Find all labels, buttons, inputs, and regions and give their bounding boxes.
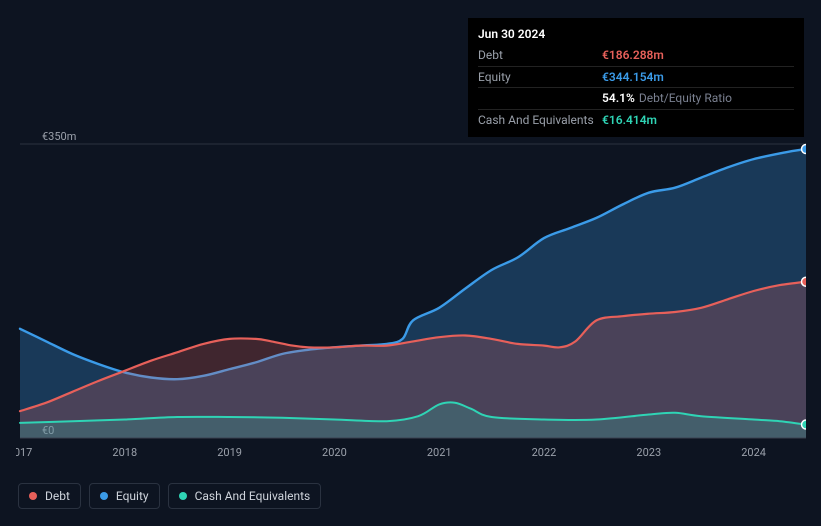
xtick-label: 2022	[532, 446, 557, 459]
legend-dot-debt	[29, 492, 37, 500]
tooltip-cash-label: Cash And Equivalents	[478, 112, 602, 129]
tooltip-date: Jun 30 2024	[478, 26, 545, 43]
tooltip-debt-label: Debt	[478, 47, 602, 64]
svg-text:€350m: €350m	[42, 130, 76, 143]
xtick-label: 2021	[427, 446, 452, 459]
legend-item-debt[interactable]: Debt	[18, 483, 81, 509]
xtick-label: 2017	[16, 446, 32, 459]
legend-label-equity: Equity	[116, 489, 149, 503]
legend-item-cash[interactable]: Cash And Equivalents	[168, 483, 322, 509]
tooltip-ratio-value: 54.1%Debt/Equity Ratio	[602, 90, 732, 107]
chart-svg: €0€350m20172018201920202021202220232024	[16, 120, 806, 470]
tooltip-equity-label: Equity	[478, 69, 602, 86]
xtick-label: 2024	[741, 446, 766, 459]
legend-item-equity[interactable]: Equity	[89, 483, 160, 509]
legend-dot-cash	[179, 492, 187, 500]
end-marker-equity	[802, 145, 807, 154]
xtick-label: 2019	[217, 446, 242, 459]
legend-dot-equity	[100, 492, 108, 500]
xtick-label: 2020	[322, 446, 347, 459]
chart-area[interactable]: €0€350m20172018201920202021202220232024	[16, 120, 806, 470]
xtick-label: 2023	[636, 446, 661, 459]
tooltip-debt-value: €186.288m	[602, 47, 664, 64]
xtick-label: 2018	[112, 446, 137, 459]
end-marker-debt	[802, 277, 807, 286]
legend-label-debt: Debt	[45, 489, 70, 503]
end-marker-cash	[802, 420, 807, 429]
tooltip-equity-value: €344.154m	[602, 69, 664, 86]
legend-label-cash: Cash And Equivalents	[195, 489, 311, 503]
tooltip-ratio-label	[478, 90, 602, 107]
legend: Debt Equity Cash And Equivalents	[18, 483, 321, 509]
tooltip-cash-value: €16.414m	[602, 112, 657, 129]
chart-tooltip: Jun 30 2024 Debt €186.288m Equity €344.1…	[468, 18, 804, 137]
